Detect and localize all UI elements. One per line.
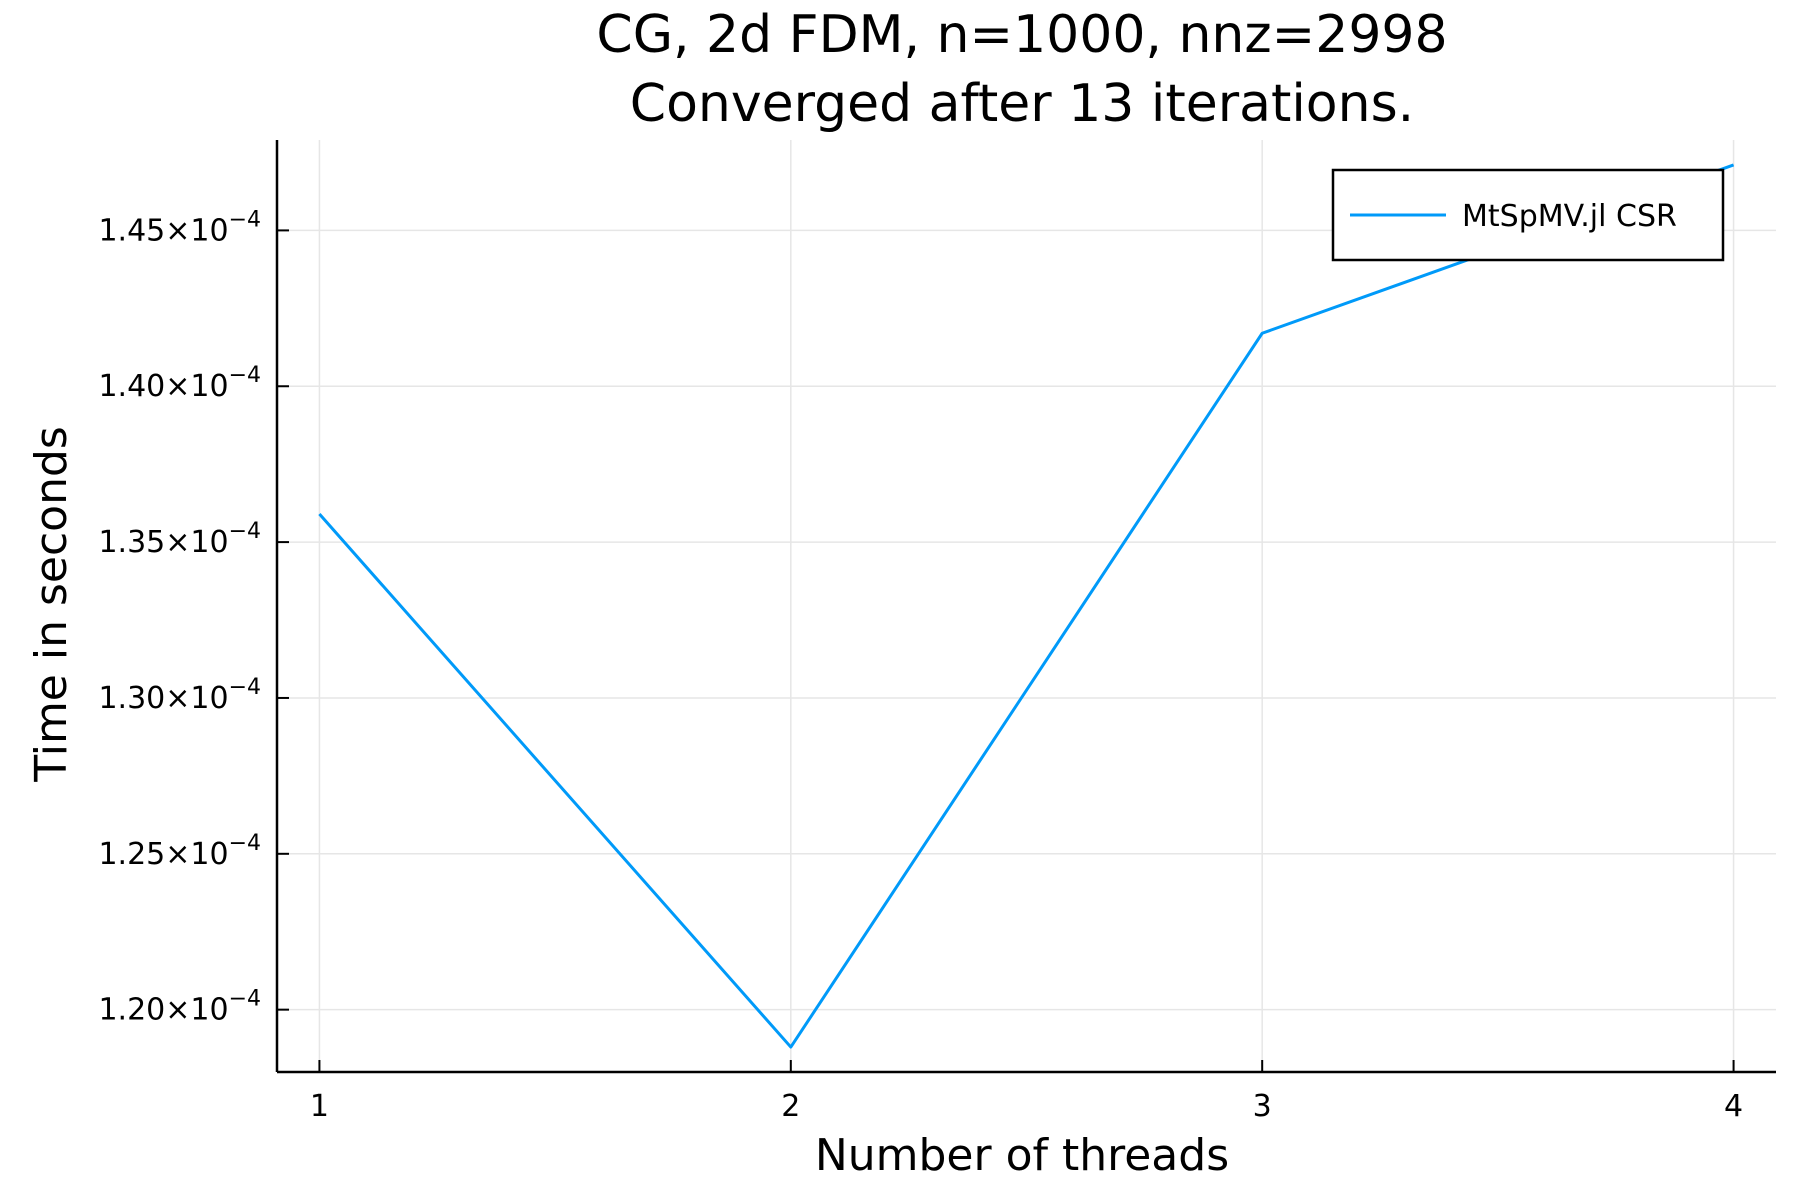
legend-label: MtSpMV.jl CSR (1462, 199, 1677, 234)
x-tick-label: 1 (310, 1089, 329, 1124)
x-tick-label: 3 (1253, 1089, 1272, 1124)
legend: MtSpMV.jl CSR (1331, 168, 1725, 262)
x-tick-label: 2 (781, 1089, 800, 1124)
y-axis-label: Time in seconds (26, 426, 77, 783)
x-axis-ticks: 1 2 3 4 (310, 1060, 1743, 1124)
y-axis-ticks: 1.20×10−4 1.25×10−4 1.30×10−4 1.35×10−4 1.40… (98, 207, 289, 1028)
y-tick-label: 1.30×10−4 (98, 675, 261, 716)
y-tick-label: 1.20×10−4 (98, 987, 261, 1028)
y-tick-label: 1.40×10−4 (98, 363, 261, 404)
chart-title: CG, 2d FDM, n=1000, nnz=2998 (596, 5, 1447, 65)
y-tick-label: 1.25×10−4 (98, 831, 261, 872)
x-tick-label: 4 (1724, 1089, 1743, 1124)
x-axis-label: Number of threads (815, 1130, 1229, 1181)
y-tick-label: 1.35×10−4 (98, 519, 261, 560)
chart-subtitle: Converged after 13 iterations. (630, 74, 1414, 134)
y-tick-label: 1.45×10−4 (98, 207, 261, 248)
